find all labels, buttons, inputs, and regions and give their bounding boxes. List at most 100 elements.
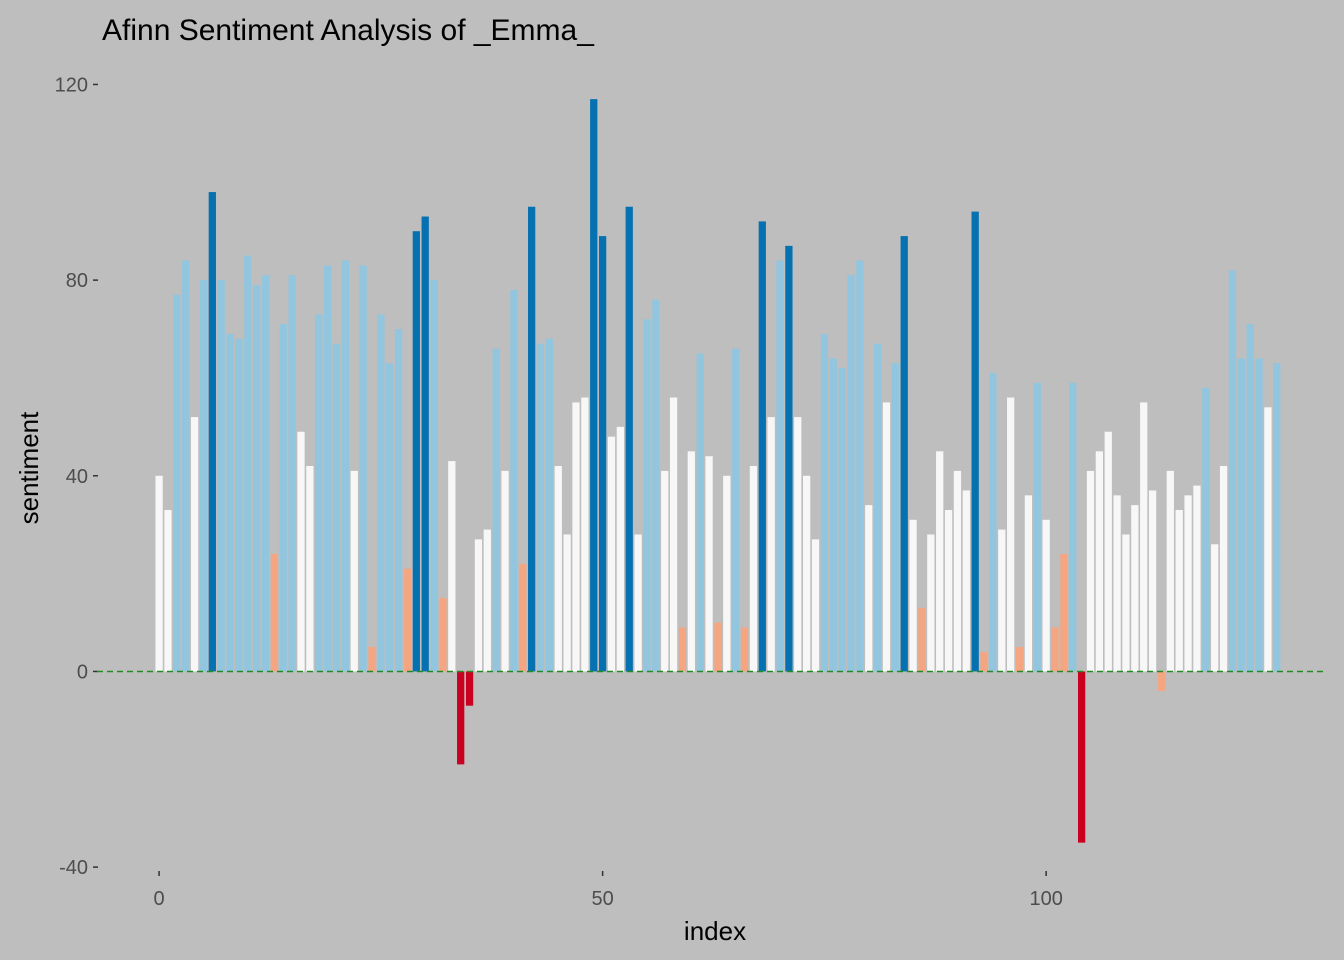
bar-29 [412, 231, 420, 672]
bar-79 [856, 260, 864, 672]
bar-123 [1246, 324, 1254, 672]
bar-36 [474, 539, 483, 672]
bar-43 [536, 343, 545, 672]
bar-24 [368, 646, 376, 672]
y-tick-label: -40 [59, 857, 88, 879]
bar-70 [776, 260, 784, 672]
bar-46 [563, 534, 571, 672]
x-tick-label: 100 [1029, 888, 1062, 910]
bar-115 [1175, 510, 1183, 672]
bar-120 [1219, 466, 1228, 672]
bar-78 [847, 275, 855, 672]
bar-52 [616, 426, 624, 672]
bar-2 [173, 294, 181, 672]
bar-61 [696, 353, 704, 672]
bar-0 [155, 475, 163, 672]
bar-101 [1051, 627, 1059, 672]
bar-117 [1193, 485, 1201, 672]
bar-17 [306, 466, 314, 672]
bar-64 [723, 475, 731, 672]
bar-38 [492, 348, 500, 672]
bar-86 [918, 607, 926, 672]
bar-98 [1024, 495, 1033, 672]
chart-title: Afinn Sentiment Analysis of _Emma_ [102, 14, 595, 47]
bar-66 [740, 627, 749, 672]
bar-62 [705, 456, 713, 672]
x-axis: 0 50 100 [154, 871, 1063, 910]
bar-124 [1255, 358, 1263, 672]
bar-47 [572, 402, 580, 672]
bar-102 [1060, 554, 1068, 672]
bar-54 [634, 534, 642, 672]
bar-100 [1042, 519, 1050, 672]
bar-72 [794, 417, 802, 672]
bar-42 [528, 206, 536, 672]
bar-45 [554, 466, 562, 672]
bar-12 [261, 275, 270, 672]
bar-99 [1033, 382, 1041, 672]
bar-26 [386, 363, 394, 672]
bar-76 [829, 358, 837, 672]
bar-107 [1104, 431, 1112, 672]
bar-80 [865, 505, 873, 672]
x-tick-label: 50 [591, 888, 613, 910]
bar-37 [483, 529, 491, 672]
bars-group [155, 99, 1281, 843]
bar-48 [581, 397, 589, 672]
bar-67 [749, 466, 758, 672]
bar-32 [439, 598, 447, 672]
bar-122 [1237, 358, 1245, 672]
bar-60 [687, 451, 695, 672]
bar-88 [936, 451, 944, 672]
y-axis-title: sentiment [14, 411, 44, 524]
bar-50 [598, 236, 607, 672]
bar-68 [758, 221, 766, 672]
bar-10 [244, 255, 252, 672]
bar-118 [1202, 387, 1210, 672]
bar-8 [226, 333, 234, 672]
bar-51 [607, 436, 616, 672]
bar-74 [811, 539, 820, 672]
bar-28 [403, 568, 412, 672]
bar-57 [661, 470, 669, 672]
bar-44 [545, 338, 554, 672]
bar-95 [998, 529, 1006, 672]
bar-18 [315, 314, 323, 672]
bar-25 [377, 314, 385, 672]
bar-94 [989, 373, 997, 672]
bar-125 [1264, 407, 1272, 672]
bar-114 [1166, 470, 1174, 672]
bar-77 [838, 368, 846, 672]
bar-13 [270, 554, 279, 672]
bar-58 [669, 397, 678, 672]
bar-35 [465, 671, 474, 706]
bar-63 [714, 622, 722, 672]
y-tick-label: 40 [66, 466, 88, 488]
bar-41 [519, 563, 527, 672]
bar-73 [803, 475, 811, 672]
bar-75 [820, 333, 829, 672]
y-tick-label: 80 [66, 270, 88, 292]
y-tick-label: 120 [55, 74, 88, 96]
bar-56 [652, 299, 660, 672]
bar-69 [767, 417, 775, 672]
bar-49 [590, 99, 598, 672]
bar-112 [1148, 490, 1157, 672]
bar-21 [341, 260, 350, 672]
bar-96 [1007, 397, 1015, 672]
bar-3 [182, 260, 190, 672]
x-tick-label: 0 [154, 888, 165, 910]
x-axis-title: index [684, 916, 746, 946]
bar-81 [873, 343, 882, 672]
bar-108 [1113, 495, 1121, 672]
bar-65 [732, 348, 740, 672]
bar-87 [927, 534, 935, 672]
bar-7 [217, 280, 225, 672]
bar-34 [457, 671, 465, 765]
bar-103 [1069, 382, 1077, 672]
bar-104 [1077, 671, 1086, 843]
bar-11 [253, 285, 261, 672]
bar-5 [199, 280, 208, 672]
bar-4 [190, 417, 199, 672]
